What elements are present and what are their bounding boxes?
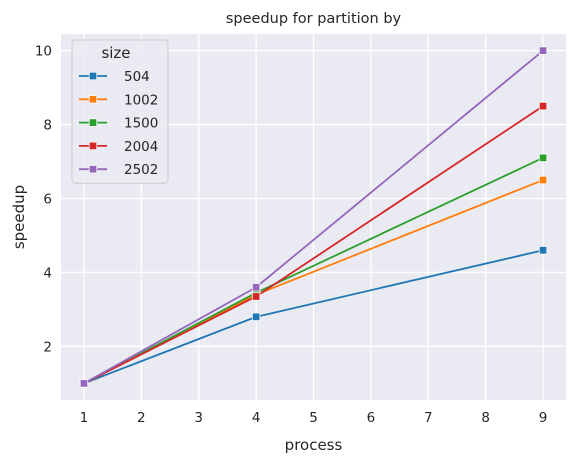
legend-label: 1500 <box>124 116 158 132</box>
legend-item-2502: 2502 <box>79 162 158 178</box>
legend-marker <box>88 141 98 151</box>
legend-item-504: 504 <box>79 69 150 85</box>
y-tick-label: 4 <box>43 265 52 281</box>
legend-item-1500: 1500 <box>79 116 158 132</box>
legend: size 504 1002 1500 2004 2502 <box>71 39 169 184</box>
data-point <box>251 283 261 292</box>
series-2502 <box>79 46 548 388</box>
legend-label: 2502 <box>124 162 158 178</box>
legend-label: 504 <box>124 69 150 85</box>
x-axis-label: process <box>285 436 343 454</box>
x-tick-label: 8 <box>481 410 490 426</box>
y-tick-label: 10 <box>35 44 52 60</box>
series-layer <box>79 46 548 388</box>
data-point <box>538 153 548 163</box>
x-tick-label: 2 <box>137 410 146 426</box>
y-tick-label: 2 <box>43 339 52 355</box>
x-tick-label: 9 <box>539 410 548 426</box>
legend-item-2004: 2004 <box>79 139 158 155</box>
y-tick-label: 8 <box>43 118 52 134</box>
legend-marker <box>88 118 98 127</box>
y-tick-label: 6 <box>43 192 52 208</box>
legend-item-1002: 1002 <box>79 92 158 108</box>
data-point <box>538 246 548 255</box>
x-tick-label: 5 <box>309 410 318 426</box>
data-point <box>251 312 261 322</box>
legend-marker <box>88 71 98 81</box>
data-point <box>538 175 548 185</box>
legend-marker <box>88 164 98 174</box>
data-point <box>538 101 548 111</box>
x-tick-label: 4 <box>252 410 261 426</box>
y-axis-label: speedup <box>10 185 28 249</box>
x-tick-label: 6 <box>367 410 376 426</box>
data-point <box>79 379 89 388</box>
x-tick-label: 3 <box>194 410 203 426</box>
x-tick-label: 1 <box>80 410 89 426</box>
data-point <box>538 46 548 55</box>
legend-label: 2004 <box>124 139 158 155</box>
legend-label: 1002 <box>124 92 158 108</box>
tick-labels: 1 2 3 4 5 6 7 8 9 2 4 6 8 10 <box>35 44 548 426</box>
data-point <box>251 292 261 301</box>
x-tick-label: 7 <box>424 410 433 426</box>
legend-title: size <box>101 44 130 62</box>
legend-marker <box>88 95 98 104</box>
chart-title: speedup for partition by <box>226 11 402 27</box>
